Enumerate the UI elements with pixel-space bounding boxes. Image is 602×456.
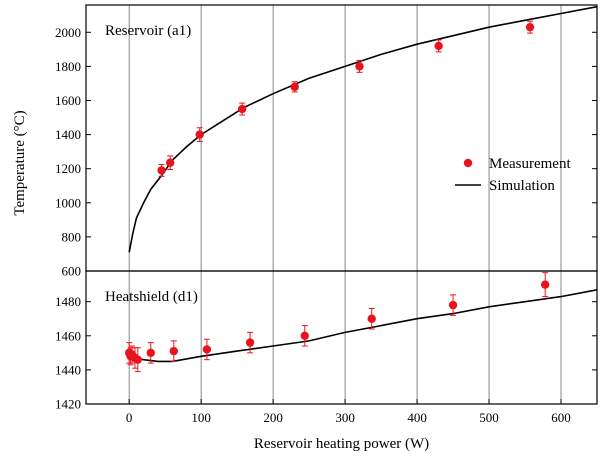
measurement-point (434, 42, 442, 50)
y-tick-label: 1440 (55, 362, 81, 377)
panel-label-2: Heatshield (d1) (105, 289, 198, 305)
x-tick-label: 300 (335, 410, 355, 425)
measurement-point (203, 345, 211, 353)
x-tick-label: 400 (407, 410, 427, 425)
y-axis-title: Temperature (°C) (12, 110, 28, 215)
legend-marker-measurement (464, 159, 472, 167)
y-tick-label: 1600 (55, 93, 81, 108)
y-tick-label: 1000 (55, 195, 81, 210)
panel-2 (125, 273, 597, 372)
measurement-point (526, 23, 534, 31)
panel-label-1: Reservoir (a1) (105, 23, 191, 39)
x-axis-title: Reservoir heating power (W) (254, 436, 429, 452)
y-tick-label: 800 (62, 229, 82, 244)
legend: Measurement Simulation (455, 156, 571, 194)
y-tick-label: 1400 (55, 127, 81, 142)
measurement-point (157, 166, 165, 174)
grid-lines (129, 5, 561, 404)
measurement-point (449, 301, 457, 309)
measurement-point (246, 338, 254, 346)
measurement-point (147, 349, 155, 357)
measurement-point (541, 280, 549, 288)
y-tick-label: 1200 (55, 161, 81, 176)
y-tick-label: 1800 (55, 59, 81, 74)
measurement-point (170, 347, 178, 355)
panel-frame-1 (86, 5, 597, 271)
x-tick-label: 200 (263, 410, 283, 425)
y-tick-label: 1460 (55, 328, 81, 343)
measurement-point (196, 130, 204, 138)
measurement-point (238, 105, 246, 113)
y-tick-label: 1480 (55, 294, 81, 309)
y-tick-label: 2000 (55, 25, 81, 40)
measurement-point (368, 315, 376, 323)
measurement-point (355, 62, 363, 70)
x-tick-label: 0 (126, 410, 133, 425)
y-tick-label: 600 (62, 264, 82, 279)
panel-1 (129, 7, 597, 253)
simulation-line-panel-2 (129, 290, 597, 362)
legend-label: Simulation (489, 178, 555, 194)
x-tick-label: 100 (191, 410, 211, 425)
measurement-point (301, 332, 309, 340)
x-tick-label: 600 (551, 410, 571, 425)
x-tick-label: 500 (479, 410, 499, 425)
measurement-point (291, 83, 299, 91)
legend-label: Measurement (489, 156, 571, 172)
y-tick-label: 1420 (55, 397, 81, 412)
measurement-point (134, 355, 142, 363)
measurement-point (166, 159, 174, 167)
